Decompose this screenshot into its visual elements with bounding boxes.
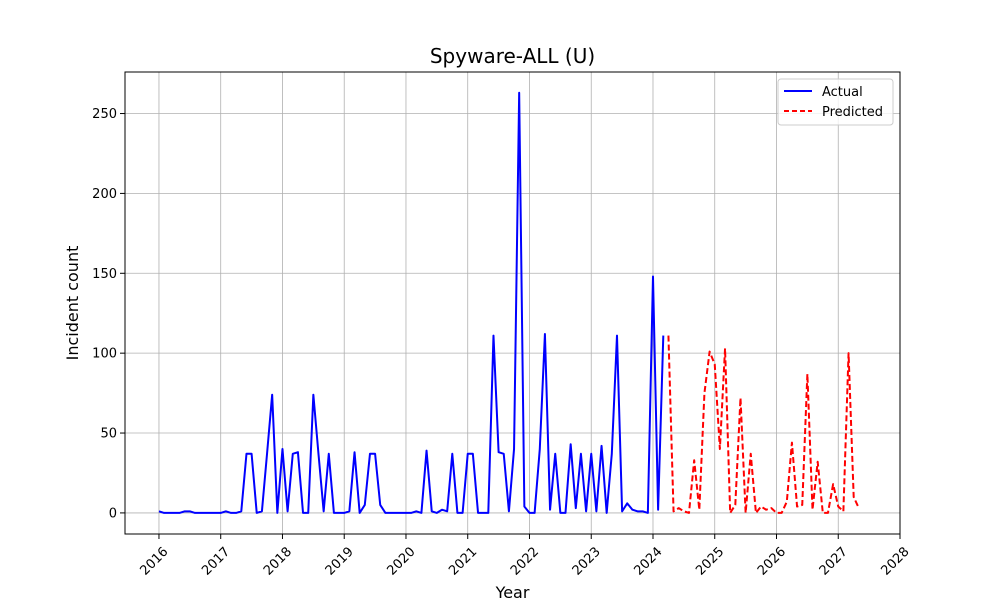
grid xyxy=(125,72,901,534)
y-tick-label: 50 xyxy=(100,427,117,442)
y-axis-ticks: 0 50 100 150 200 250 xyxy=(92,107,125,521)
chart-title: Spyware-ALL (U) xyxy=(430,44,595,68)
y-tick-label: 100 xyxy=(92,347,117,362)
series-lines xyxy=(158,91,860,514)
plot-frame xyxy=(124,71,901,535)
series-line-predicted xyxy=(667,335,860,514)
x-axis-label: Year xyxy=(495,583,530,600)
y-tick-label: 0 xyxy=(109,506,117,521)
legend: Actual Predicted xyxy=(777,78,894,126)
y-tick-label: 200 xyxy=(92,187,117,202)
legend-predicted-label: Predicted xyxy=(822,105,883,120)
y-axis-label: Incident count xyxy=(63,246,82,361)
y-tick-label: 150 xyxy=(92,267,117,282)
y-tick-label: 250 xyxy=(92,107,117,122)
legend-actual-label: Actual xyxy=(822,85,863,100)
series-line-actual xyxy=(158,91,665,514)
